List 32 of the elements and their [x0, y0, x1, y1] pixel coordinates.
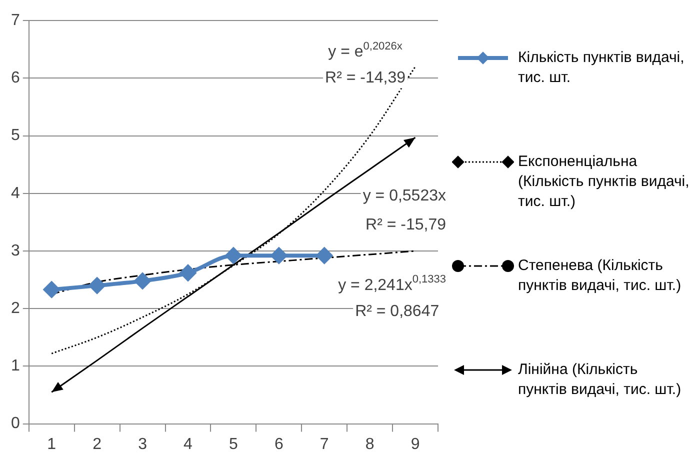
legend-label: Експоненціальна (Кількість пунктів видачі, тис. шт.) — [518, 152, 690, 212]
y-tick-label: 0 — [10, 415, 20, 432]
x-tick-label: 2 — [92, 436, 102, 453]
x-tick-label: 1 — [47, 436, 56, 453]
y-tick-label: 4 — [10, 184, 20, 202]
point — [89, 278, 106, 294]
x-tick-label: 6 — [274, 436, 284, 453]
annotation: y = 0,5523x — [362, 188, 446, 205]
point — [225, 248, 242, 264]
legend-label: Степенева (Кількість пунктів видачі, тис. шт.) — [518, 256, 682, 296]
legend-label: Лінійна (Кількість пунктів видачі, тис. шт.) — [518, 360, 682, 400]
y-tick-label: 3 — [10, 242, 20, 260]
x-tick-label: 5 — [228, 436, 238, 453]
point — [316, 248, 332, 264]
point — [270, 248, 287, 264]
annotation: R² = -15,79 — [366, 216, 446, 234]
legend-label: Кількість пунктів видачі, тис. шт. — [518, 48, 686, 88]
x-tick-label: 3 — [138, 436, 148, 453]
annotation: R² = -14,39 — [325, 70, 406, 87]
y-tick-label: 1 — [10, 358, 20, 375]
x-tick-label: 9 — [410, 436, 420, 453]
x-tick-label: 8 — [365, 436, 374, 453]
x-tick-label: 7 — [320, 436, 329, 453]
annotation: R² = 0,8647 — [355, 302, 440, 320]
point — [44, 282, 60, 298]
point — [180, 264, 196, 281]
point — [134, 272, 151, 289]
y-tick-label: 6 — [10, 70, 20, 87]
y-tick-label: 5 — [10, 127, 20, 144]
y-tick-label: 2 — [10, 300, 20, 318]
y-tick-label: 7 — [10, 12, 20, 30]
x-tick-label: 4 — [184, 436, 193, 453]
